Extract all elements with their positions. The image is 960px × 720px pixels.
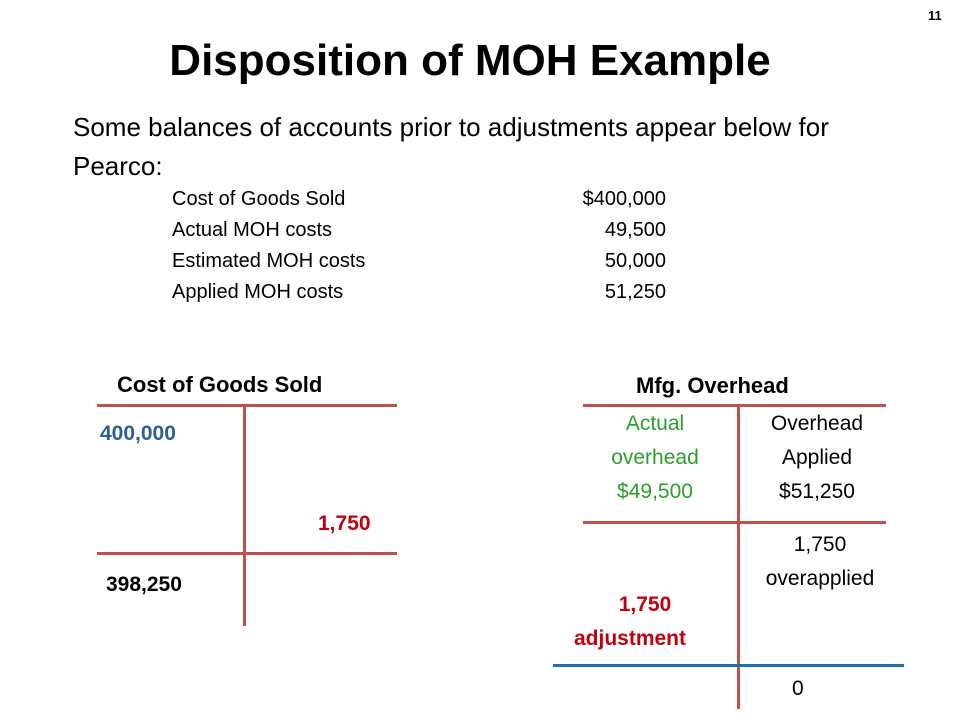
moh-top-line bbox=[583, 404, 886, 407]
moh-adjustment-line: adjustment bbox=[573, 627, 686, 650]
intro-text: Some balances of accounts prior to adjus… bbox=[73, 112, 829, 181]
moh-actual-line: $49,500 bbox=[617, 480, 693, 503]
moh-actual-overhead: Actual overhead $49,500 bbox=[580, 407, 730, 509]
moh-actual-line: overhead bbox=[611, 446, 699, 469]
moh-overapplied-line: 1,750 bbox=[793, 533, 847, 556]
moh-applied-line: Overhead bbox=[770, 412, 864, 435]
moh-overapplied: 1,750 overapplied bbox=[744, 528, 896, 596]
moh-applied-line: $51,250 bbox=[779, 480, 855, 503]
slide-number: 11 bbox=[928, 8, 942, 23]
balance-label: Cost of Goods Sold bbox=[172, 188, 346, 210]
moh-adjustment: 1,750 adjustment bbox=[545, 588, 715, 656]
moh-adjustment-line: 1,750 bbox=[618, 593, 672, 616]
balance-value: 50,000 bbox=[604, 250, 666, 272]
moh-actual-line: Actual bbox=[625, 412, 685, 435]
slide-title: Disposition of MOH Example bbox=[169, 36, 771, 85]
moh-overapplied-line: overapplied bbox=[765, 567, 875, 590]
balance-label: Actual MOH costs bbox=[172, 219, 333, 241]
cogs-credit-value: 1,750 bbox=[318, 512, 371, 535]
moh-balance-line bbox=[583, 521, 886, 524]
moh-applied-line: Applied bbox=[781, 446, 853, 469]
moh-final-line bbox=[553, 664, 904, 667]
cogs-divider-line bbox=[243, 404, 246, 626]
cogs-ending-value: 398,250 bbox=[106, 573, 182, 596]
balance-label: Estimated MOH costs bbox=[172, 250, 366, 272]
balance-value: $400,000 bbox=[582, 188, 666, 210]
moh-ending-value: 0 bbox=[792, 677, 804, 700]
cogs-title: Cost of Goods Sold bbox=[117, 372, 323, 397]
cogs-debit-value: 400,000 bbox=[100, 422, 176, 445]
moh-applied-overhead: Overhead Applied $51,250 bbox=[742, 407, 892, 509]
moh-divider-line bbox=[737, 404, 740, 709]
moh-title: Mfg. Overhead bbox=[636, 373, 789, 398]
balance-value: 49,500 bbox=[604, 219, 666, 241]
balance-label: Applied MOH costs bbox=[172, 281, 344, 303]
balance-value: 51,250 bbox=[604, 281, 666, 303]
cogs-top-line bbox=[97, 404, 397, 407]
cogs-balance-line bbox=[97, 552, 397, 555]
